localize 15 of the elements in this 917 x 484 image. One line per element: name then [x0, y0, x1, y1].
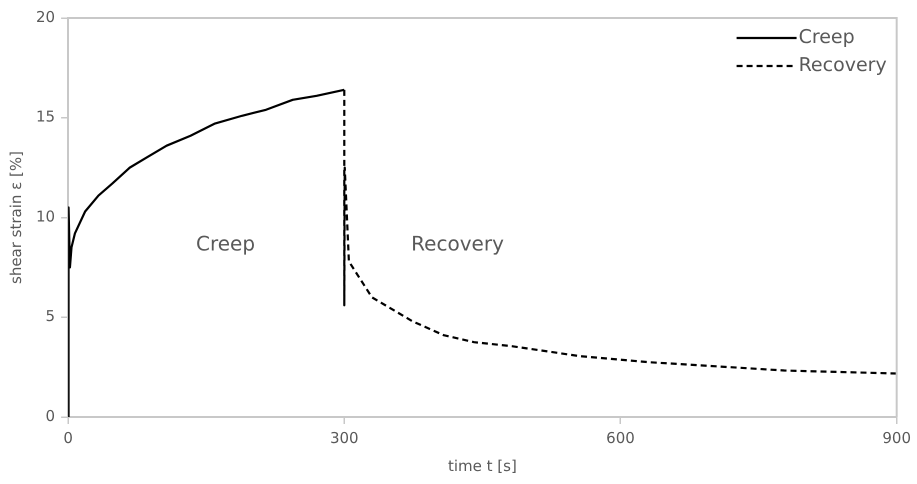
- x-tick-label: 600: [606, 428, 635, 447]
- x-tick-label: 300: [330, 428, 359, 447]
- y-tick-label: 5: [46, 307, 56, 326]
- y-axis-title: shear strain ε [%]: [6, 150, 25, 284]
- legend-label: Recovery: [798, 54, 887, 76]
- annotation: Recovery: [411, 232, 504, 256]
- legend-label: Creep: [798, 26, 855, 48]
- y-tick-label: 10: [36, 207, 56, 226]
- annotation: Creep: [196, 232, 256, 256]
- x-axis-title: time t [s]: [448, 456, 517, 475]
- y-tick-label: 0: [46, 406, 56, 425]
- y-tick-label: 15: [36, 108, 56, 126]
- x-tick-label: 900: [882, 428, 912, 447]
- y-tick-label: 20: [36, 8, 56, 26]
- x-tick-label: 0: [63, 428, 73, 447]
